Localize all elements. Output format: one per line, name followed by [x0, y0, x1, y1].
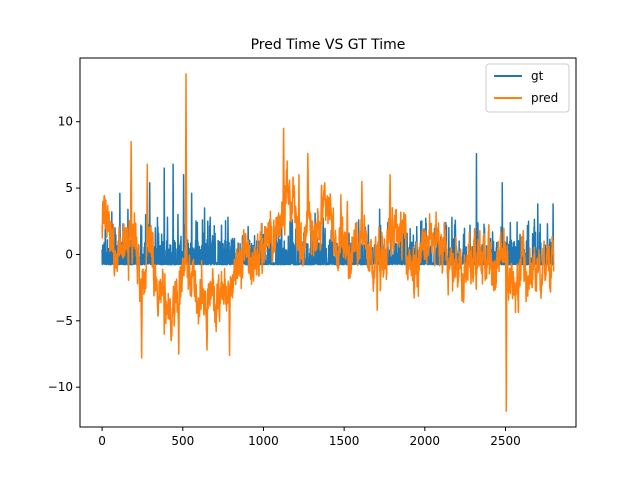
legend-label-gt: gt [531, 69, 544, 83]
y-axis: −10 −5 0 5 10 [48, 115, 80, 394]
legend: gt pred [486, 64, 569, 112]
y-tick-label: −10 [48, 380, 73, 394]
x-tick-label: 2000 [410, 434, 441, 448]
y-tick-label: −5 [55, 314, 73, 328]
series-layer [102, 74, 554, 411]
x-tick-label: 1500 [329, 434, 360, 448]
y-tick-label: 0 [65, 247, 73, 261]
x-tick-label: 1000 [248, 434, 279, 448]
x-axis: 0 500 1000 1500 2000 2500 [98, 427, 520, 448]
chart-title: Pred Time VS GT Time [251, 37, 406, 53]
x-tick-label: 500 [171, 434, 194, 448]
x-tick-label: 0 [98, 434, 106, 448]
y-tick-label: 5 [65, 181, 73, 195]
legend-label-pred: pred [531, 91, 558, 105]
y-tick-label: 10 [58, 115, 73, 129]
series-line-pred [102, 74, 554, 411]
x-tick-label: 2500 [490, 434, 521, 448]
